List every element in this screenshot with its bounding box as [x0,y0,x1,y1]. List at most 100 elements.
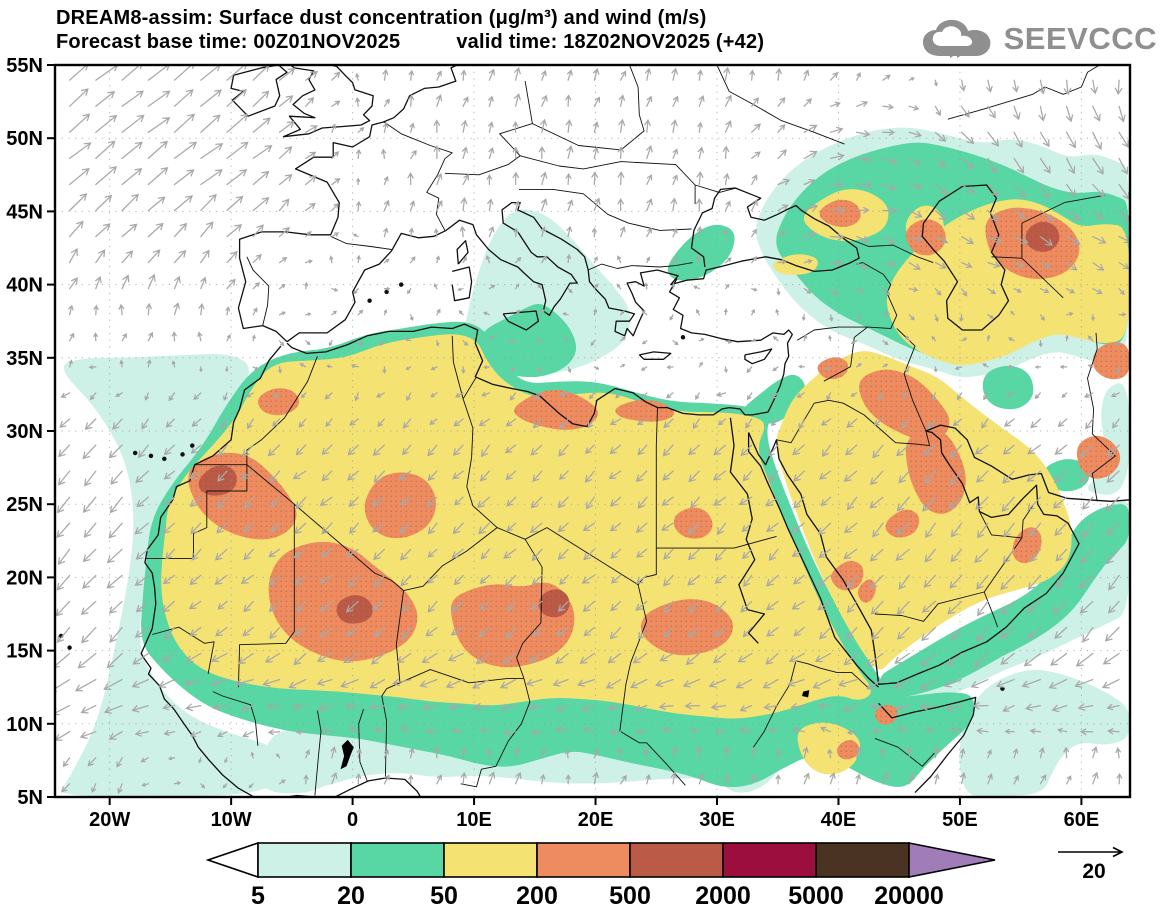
colorbar-segment [722,842,817,878]
dust-stipple [905,219,946,256]
coastline [451,266,473,302]
dust-region [1088,383,1130,495]
country-border [838,234,934,264]
island [67,645,72,650]
country-border [383,121,453,231]
colorbar-label: 5 [251,882,265,907]
country-border [776,399,931,447]
dust-stipple [615,399,675,422]
colorbar-segment [815,842,910,878]
coastline [744,348,773,365]
x-tick-label: 20E [578,809,614,831]
y-tick-label: 55N [6,55,43,77]
y-tick-label: 30N [6,421,43,443]
island [384,289,389,295]
x-tick-label: 30E [699,809,735,831]
dust-stipple [819,199,861,227]
country-border [246,256,270,326]
wind-reference-arrow [1058,846,1124,858]
dust-stipple [336,595,373,624]
coastline [140,345,422,797]
wind-arrows-layer [55,65,1130,795]
country-border [1021,257,1064,299]
dust-layer-yellow-50-200 [161,189,1130,775]
chart-title: DREAM8-assim: Surface dust concentration… [56,7,707,29]
dust-stipple [859,369,950,441]
dust-stipple [885,509,920,538]
dust-stipple [258,388,300,416]
colorbar-segment [536,842,631,878]
coastline [878,696,977,794]
country-border [520,155,696,205]
x-tick-label: 0 [347,809,358,831]
coastline [230,65,288,117]
x-tick-label: 10E [456,809,492,831]
x-tick-label: 50E [942,809,978,831]
colorbar-label: 20000 [874,882,944,907]
coastline [638,351,672,360]
map-layers [55,65,1130,797]
coastline [747,432,880,688]
lake [802,690,810,698]
island [180,452,185,457]
dust-stipple [1012,527,1042,564]
island [190,443,195,448]
x-tick-label: 20W [89,809,130,831]
x-tick-label: 40E [821,809,857,831]
coastline [286,278,793,428]
country-border [983,505,1034,593]
country-border [460,678,531,788]
country-border [796,262,898,341]
colorbar-segment [257,842,352,878]
country-border [381,590,405,777]
country-border [237,504,295,688]
colorbar-label: 200 [516,882,558,907]
y-tick-label: 45N [6,201,43,223]
country-border [212,691,259,746]
lake [340,739,354,770]
y-tick-label: 20N [6,567,43,589]
x-tick-label: 60E [1064,809,1100,831]
dust-stipple [831,560,864,591]
country-border [874,737,935,767]
valid-time: valid time: 18Z02NOV2025 (+42) [456,31,765,53]
x-tick-label: 10W [211,809,252,831]
colorbar-segment [350,842,445,878]
island [398,282,404,287]
coastline [286,187,860,343]
dust-stipple [1076,435,1121,479]
colorbar-label: 50 [430,882,458,907]
logo-text: SEEVCCC [1003,21,1157,56]
colorbar-above-arrow [908,842,996,878]
dust-stipple [874,705,898,725]
country-borders [146,65,1116,796]
country-border [874,591,999,628]
country-border [451,335,464,399]
country-border [152,626,215,675]
dust-region [797,722,861,775]
colorbar-label: 20 [337,882,365,907]
island [148,453,154,459]
y-tick-label: 40N [6,275,43,297]
y-tick-label: 15N [6,641,43,663]
coastline [237,65,458,343]
graticule [55,65,1130,797]
chart-subtitle: Forecast base time: 00Z01NOV2025 valid t… [56,30,764,54]
country-border [314,710,322,796]
dust-stipple [673,507,713,539]
chart-header: DREAM8-assim: Surface dust concentration… [56,6,764,54]
country-border [516,539,543,679]
coastline [456,240,469,265]
country-border [716,65,845,145]
cloud-logo-icon [922,19,991,58]
country-border [656,535,777,549]
country-border [358,709,368,782]
y-tick-label: 50N [6,128,43,150]
country-border [1087,332,1116,502]
country-border [532,65,645,151]
y-tick-label: 25N [6,494,43,516]
dust-stipple [1092,342,1130,380]
island [680,335,686,340]
